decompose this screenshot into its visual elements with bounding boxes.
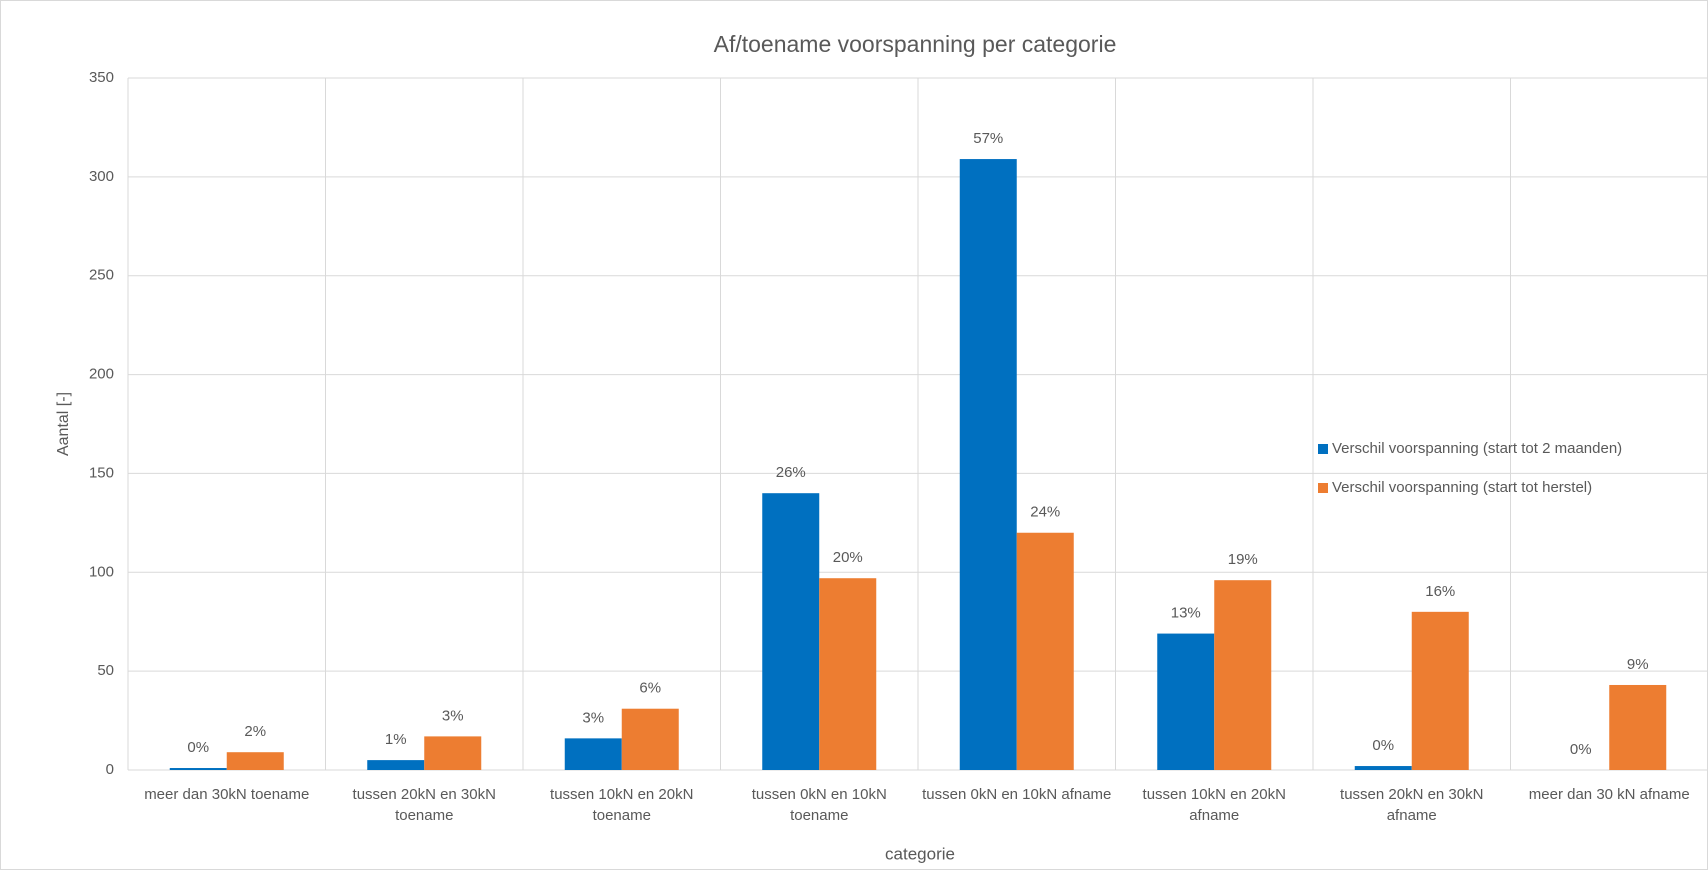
data-label: 19% — [1228, 551, 1258, 568]
bar — [1609, 684, 1667, 770]
x-tick-label: tussen 20kN en 30kN toename — [352, 786, 496, 824]
legend-swatch — [1318, 483, 1328, 493]
data-label: 9% — [1627, 656, 1649, 673]
data-label: 24% — [1030, 504, 1060, 521]
data-label: 2% — [244, 723, 266, 740]
bar — [1016, 532, 1074, 770]
data-label: 0% — [187, 739, 209, 756]
legend-label: Verschil voorspanning (start tot 2 maand… — [1332, 440, 1622, 457]
data-label: 6% — [639, 680, 661, 697]
y-tick-label: 300 — [89, 168, 114, 185]
data-label: 20% — [833, 549, 863, 566]
data-label: 3% — [442, 707, 464, 724]
x-tick-label: meer dan 30 kN afname — [1528, 786, 1690, 803]
y-tick-label: 50 — [97, 662, 114, 679]
bar — [1411, 611, 1469, 770]
data-label: 3% — [582, 709, 604, 726]
bar — [621, 708, 679, 770]
chart-title: Af/toename voorspanning per categorie — [714, 31, 1117, 57]
data-label: 1% — [385, 731, 407, 748]
data-label: 13% — [1171, 605, 1201, 622]
x-tick-label: meer dan 30kN toename — [144, 786, 310, 803]
y-tick-label: 350 — [89, 69, 114, 86]
bar — [367, 760, 425, 770]
x-tick-label: tussen 0kN en 10kN afname — [922, 786, 1112, 803]
bar — [1157, 633, 1215, 770]
x-tick-label: tussen 10kN en 20kN toename — [550, 786, 694, 824]
data-label: 16% — [1425, 583, 1455, 600]
bar — [959, 159, 1017, 770]
bar — [424, 736, 482, 770]
x-tick-label: tussen 0kN en 10kN toename — [751, 786, 887, 824]
bar — [1214, 580, 1272, 770]
legend-label: Verschil voorspanning (start tot herstel… — [1332, 479, 1592, 496]
bar — [226, 752, 284, 770]
bar — [564, 738, 622, 770]
y-tick-label: 250 — [89, 267, 114, 284]
y-tick-label: 0 — [106, 761, 114, 778]
legend-swatch — [1318, 444, 1328, 454]
data-label: 0% — [1570, 741, 1592, 758]
y-axis-title: Aantal [-] — [55, 392, 72, 456]
bar — [762, 493, 820, 770]
x-tick-label: tussen 20kN en 30kN afname — [1340, 786, 1484, 824]
bar — [1354, 766, 1412, 770]
bar — [819, 578, 877, 770]
y-tick-label: 200 — [89, 366, 114, 383]
x-axis-title: categorie — [885, 844, 955, 863]
y-tick-label: 100 — [89, 563, 114, 580]
data-label: 0% — [1372, 737, 1394, 754]
x-tick-label: tussen 10kN en 20kN afname — [1142, 786, 1286, 824]
data-label: 26% — [776, 464, 806, 481]
data-label: 57% — [973, 130, 1003, 147]
bar — [169, 768, 227, 770]
y-tick-label: 150 — [89, 464, 114, 481]
